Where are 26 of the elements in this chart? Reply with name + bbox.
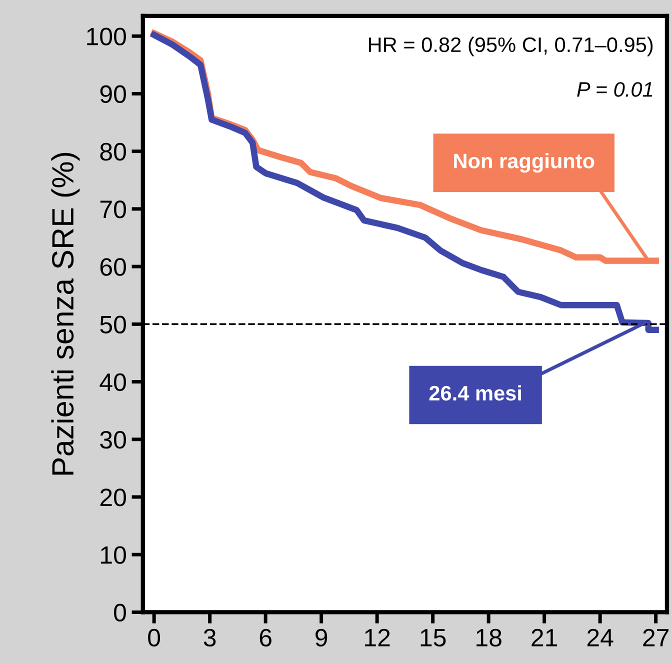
y-tick-label: 100 xyxy=(87,28,126,46)
x-tick-label: 15 xyxy=(420,629,446,647)
x-tick-label: 24 xyxy=(587,628,614,646)
x-tick-label: 21 xyxy=(532,628,558,646)
annotation: 26.4 mesi xyxy=(429,385,522,401)
y-tick-label: 70 xyxy=(100,200,126,218)
x-tick-label: 3 xyxy=(204,628,216,647)
x-tick-label: 27 xyxy=(643,628,668,646)
y-tick-label: 20 xyxy=(100,488,126,506)
y-tick-label: 10 xyxy=(101,546,126,564)
x-tick-label: 18 xyxy=(476,628,502,647)
annotation: Non raggiunto xyxy=(454,153,594,173)
y-tick-label: 90 xyxy=(100,85,126,104)
y-tick-label: 50 xyxy=(100,316,126,334)
y-axis-title: Pazienti senza SRE (%) xyxy=(51,152,80,475)
y-tick-label: 60 xyxy=(100,258,126,276)
y-tick-label: 30 xyxy=(100,430,126,449)
y-tick-label: 80 xyxy=(100,142,126,161)
annotation: P = 0.01 xyxy=(577,82,652,97)
y-tick-label: 40 xyxy=(100,373,126,392)
x-tick-label: 0 xyxy=(148,628,160,647)
x-tick-label: 12 xyxy=(365,628,390,646)
annotation: HR = 0.82 (95% CI, 0.71–0.95) xyxy=(368,36,653,56)
x-tick-label: 9 xyxy=(316,628,328,647)
y-tick-label: 0 xyxy=(114,604,126,622)
x-tick-label: 6 xyxy=(260,628,272,647)
